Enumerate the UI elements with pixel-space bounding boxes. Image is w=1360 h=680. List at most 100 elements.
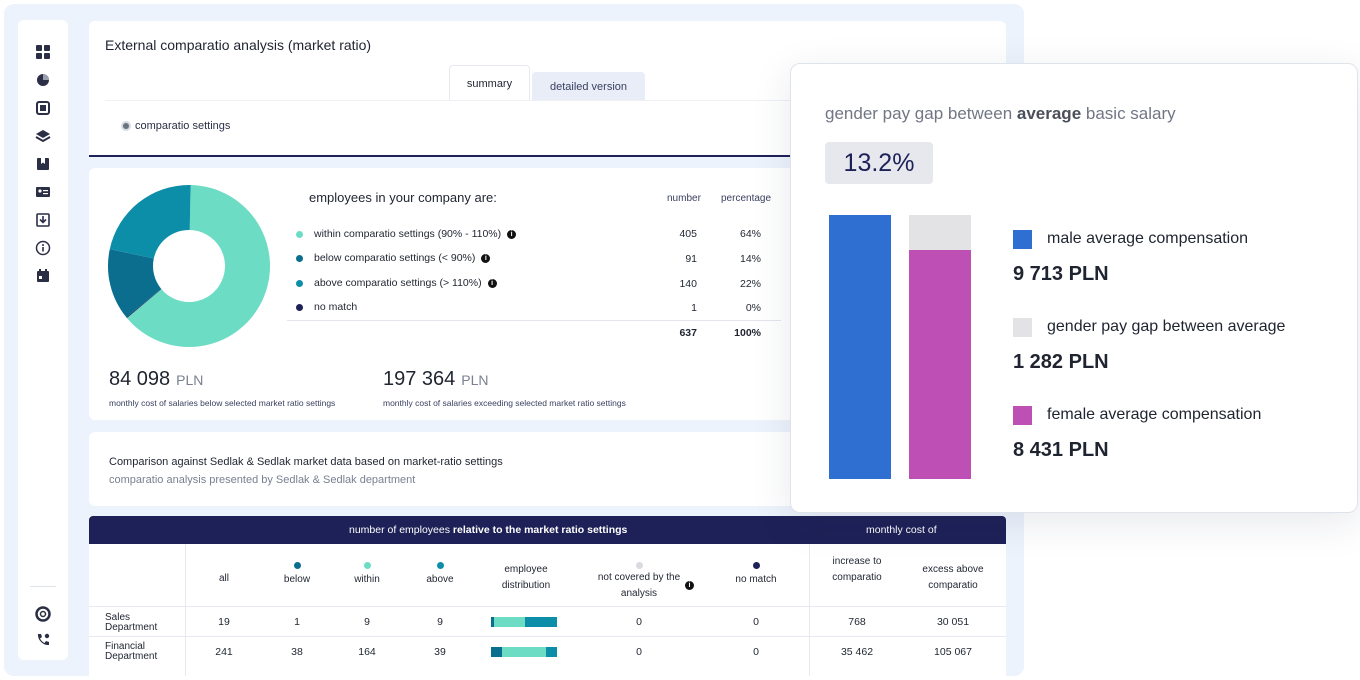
group-header-employees: number of employees relative to the mark… (349, 524, 627, 536)
tab-summary[interactable]: summary (449, 65, 530, 101)
dist-below-segment (491, 617, 495, 627)
sidebar (18, 20, 68, 660)
below-dot-icon (293, 562, 301, 569)
below-percentage: 14% (739, 253, 761, 265)
info-icon[interactable]: i (481, 253, 491, 263)
legend-row-above: above comparatio settings (> 110%) i (294, 274, 784, 292)
gender-pay-gap-panel: gender pay gap between average basic sal… (790, 63, 1358, 513)
below-dot-icon (296, 254, 303, 262)
lifebuoy-icon[interactable] (35, 606, 51, 622)
cell-below: 38 (291, 646, 303, 658)
pay-gap-title-bold: average (1016, 104, 1082, 123)
above-percentage: 22% (739, 278, 761, 290)
above-dot-icon (296, 279, 303, 287)
phone-icon[interactable] (35, 632, 51, 648)
dist-above-segment (546, 647, 557, 657)
distribution-bar (491, 647, 557, 657)
th-increase: increase to comparatio (832, 556, 882, 583)
info-icon[interactable] (35, 240, 51, 256)
cell-excess: 30 051 (936, 616, 970, 628)
layers-icon[interactable] (35, 128, 51, 144)
col-divider (185, 544, 186, 676)
download-icon[interactable] (35, 212, 51, 228)
cell-all: 241 (215, 646, 233, 658)
bookmark-icon[interactable] (35, 156, 51, 172)
dist-above-segment (525, 617, 557, 627)
cost-above-amount: 197 364 (383, 368, 456, 390)
slice-above (109, 185, 191, 259)
col-header-percentage: percentage (721, 193, 772, 204)
row-dept-sales[interactable]: Sales Department (105, 612, 158, 633)
group-header-cost: monthly cost of (866, 524, 937, 536)
info-icon[interactable]: i (487, 278, 497, 288)
comparison-subtitle: comparatio analysis presented by Sedlak … (109, 474, 416, 486)
cell-excess: 105 067 (934, 646, 972, 658)
comparatio-settings-link[interactable]: comparatio settings (121, 120, 230, 132)
dist-within-segment (501, 647, 547, 657)
employees-heading: employees in your company are: (309, 190, 497, 205)
col-divider (809, 544, 810, 676)
pie-chart-icon[interactable] (35, 72, 51, 88)
tab-detailed-version[interactable]: detailed version (532, 72, 645, 101)
total-percentage: 100% (734, 327, 761, 339)
dashboard-icon[interactable] (35, 44, 51, 60)
no-match-dot-icon (296, 303, 303, 311)
th-no-match-label: no match (735, 574, 777, 585)
pay-gap-title-suffix: basic salary (1081, 104, 1176, 123)
th-no-match: no match (721, 562, 791, 588)
legend-label: above comparatio settings (> 110%) (314, 277, 482, 289)
dist-below-segment (491, 647, 502, 657)
no-match-dot-icon (752, 562, 760, 569)
row-divider (89, 636, 1006, 637)
dist-within-segment (494, 617, 526, 627)
no-match-percentage: 0% (745, 302, 761, 314)
gap-legend-swatch (1013, 318, 1032, 337)
slice-below (108, 249, 162, 318)
th-below: below (271, 562, 323, 588)
male-legend-swatch (1013, 230, 1032, 249)
no-match-number: 1 (691, 302, 697, 314)
within-dot-icon (363, 562, 371, 569)
cell-no-match: 0 (753, 646, 759, 658)
th-above-label: above (426, 574, 454, 585)
male-legend-label: male average compensation (1047, 230, 1249, 247)
th-within-label: within (354, 574, 380, 585)
expand-icon[interactable] (35, 100, 51, 116)
info-icon[interactable]: i (685, 581, 694, 590)
cost-below-unit: PLN (176, 372, 204, 388)
group-header-bold: relative to the market ratio settings (452, 524, 628, 536)
cost-below-value: 84 098 PLN (109, 368, 203, 391)
cell-above: 9 (437, 616, 443, 628)
within-percentage: 64% (739, 228, 761, 240)
female-legend-swatch (1013, 406, 1032, 425)
pay-gap-percent-badge: 13.2% (825, 142, 933, 184)
legend-label: within comparatio settings (90% - 110%) (314, 228, 502, 240)
not-covered-dot-icon (635, 562, 643, 569)
below-number: 91 (685, 253, 697, 265)
pay-gap-title-prefix: gender pay gap between (825, 104, 1017, 123)
th-distribution: employee distribution (501, 564, 551, 591)
th-above: above (414, 562, 466, 588)
legend-row-below: below comparatio settings (< 90%) i (294, 249, 784, 267)
cost-above-unit: PLN (461, 372, 489, 388)
info-icon[interactable]: i (507, 229, 517, 239)
tab-divider (105, 100, 990, 101)
page-title: External comparatio analysis (market rat… (105, 37, 372, 53)
gear-icon (121, 121, 131, 131)
row-divider (89, 606, 1006, 607)
row-dept-financial[interactable]: Financial Department (105, 641, 158, 662)
male-bar (829, 215, 891, 479)
legend-row-within: within comparatio settings (90% - 110%) … (294, 225, 784, 243)
cost-above-value: 197 364 PLN (383, 368, 489, 391)
th-not-covered: not covered by the analysis (591, 562, 687, 602)
cell-below: 1 (294, 616, 300, 628)
th-excess: excess above comparatio (922, 564, 984, 591)
cell-within: 164 (358, 646, 376, 658)
calendar-icon[interactable] (35, 268, 51, 284)
cell-all: 19 (218, 616, 230, 628)
female-bar (909, 249, 971, 479)
th-below-label: below (283, 574, 311, 585)
id-card-icon[interactable] (35, 184, 51, 200)
table-group-header: number of employees relative to the mark… (89, 516, 1006, 544)
gap-bar (909, 215, 971, 250)
